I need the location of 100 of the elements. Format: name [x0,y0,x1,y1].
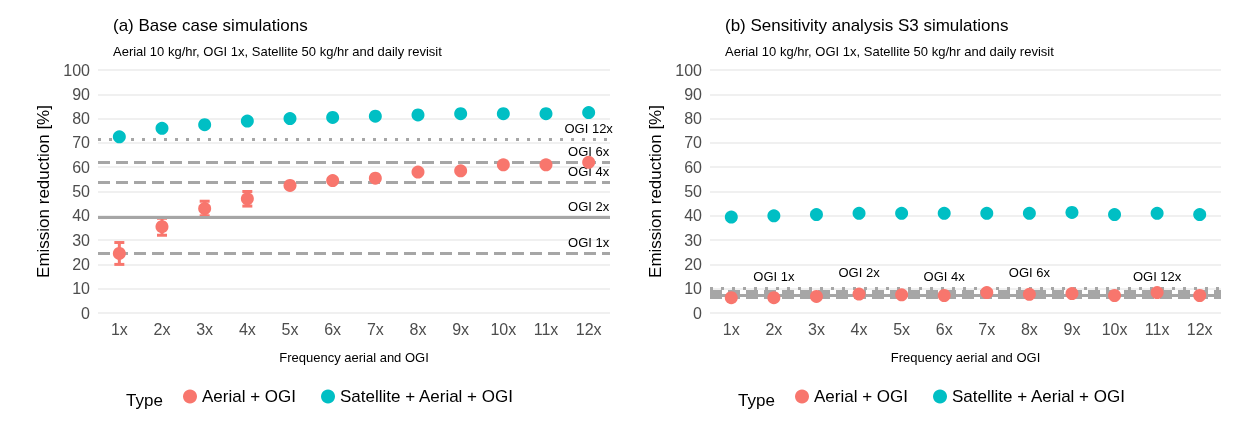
ref-line-label: OGI 4x [568,163,610,179]
y-tick-label: 90 [72,85,91,103]
legend-label: Satellite + Aerial + OGI [340,387,513,406]
x-tick-label: 2x [153,320,171,338]
y-tick-label: 0 [81,304,91,322]
point [411,165,425,179]
x-tick-label: 12x [575,320,602,338]
legend-label: Aerial + OGI [814,387,909,406]
y-tick-label: 10 [72,280,91,298]
point [895,206,909,220]
x-tick-label: 7x [978,320,996,338]
point [980,206,994,220]
y-tick-label: 50 [72,183,91,200]
point [368,109,382,123]
x-tick-label: 7x [366,320,384,338]
point [1022,206,1036,220]
point [724,291,738,305]
point [326,110,340,124]
point [1150,286,1164,300]
ref-line-label: OGI 1x [568,235,610,251]
point [1150,206,1164,220]
point [980,286,994,300]
ref-line-label: OGI 6x [1008,264,1051,280]
point [767,291,781,305]
ref-line-label: OGI 12x [564,121,614,137]
point [155,220,169,234]
x-tick-label: 4x [238,320,256,338]
y-tick-label: 10 [684,280,703,298]
x-tick-label: 11x [533,320,559,338]
legend-label: Satellite + Aerial + OGI [952,387,1125,406]
point [1065,287,1079,301]
y-tick-label: 20 [72,255,91,273]
x-tick-label: 5x [281,320,299,338]
y-tick-label: 60 [72,158,91,176]
point [411,108,425,122]
y-tick-label: 0 [693,304,703,322]
point [326,174,340,188]
x-tick-label: 6x [935,320,953,338]
chart-title: (b) Sensitivity analysis S3 simulations [725,16,1009,35]
point [496,107,510,121]
point [1108,289,1122,302]
x-tick-label: 10x [490,320,517,338]
y-tick-label: 80 [72,110,91,128]
point [454,164,468,178]
x-tick-label: 1x [110,320,128,338]
legend-label: Aerial + OGI [202,387,297,406]
chart-subtitle: Aerial 10 kg/hr, OGI 1x, Satellite 50 kg/hr and daily revisit [113,44,443,59]
y-tick-label: 20 [684,255,703,273]
point [937,289,951,302]
y-tick-label: 40 [72,207,91,225]
x-tick-label: 4x [850,320,868,338]
x-tick-label: 3x [808,320,825,338]
y-tick-label: 60 [684,158,703,176]
point [895,288,909,302]
point [852,287,866,301]
y-tick-label: 30 [684,231,703,249]
ref-line-label: OGI 6x [568,144,610,160]
y-axis-title: Emission reduction [%] [646,105,666,278]
point [496,158,510,172]
legend-title: Type [126,391,163,410]
y-tick-label: 100 [63,61,91,79]
point [539,158,553,172]
point [809,208,823,222]
x-tick-label: 5x [893,320,911,338]
point [767,209,781,223]
y-tick-label: 70 [684,134,703,152]
x-axis-title: Frequency aerial and OGI [890,350,1041,365]
ref-line-label: OGI 4x [923,268,966,284]
point [724,210,738,224]
point [809,289,823,303]
y-tick-label: 100 [675,61,703,79]
y-tick-label: 30 [72,231,91,249]
x-tick-label: 9x [1063,320,1081,338]
point [283,178,297,192]
point [1193,289,1207,302]
ref-line-label: OGI 12x [1132,268,1182,284]
x-tick-label: 10x [1101,320,1128,338]
x-tick-label: 8x [409,320,427,338]
legend-title: Type [738,391,775,410]
point [1108,208,1122,222]
chart-subtitle: Aerial 10 kg/hr, OGI 1x, Satellite 50 kg/hr and daily revisit [725,44,1055,59]
y-tick-label: 90 [684,85,703,103]
point [283,112,297,126]
y-tick-label: 50 [684,183,703,200]
x-tick-label: 3x [196,320,214,338]
x-tick-label: 2x [765,320,783,338]
point [1022,287,1036,301]
ref-line-label: OGI 1x [753,268,795,284]
x-tick-label: 8x [1020,320,1038,338]
x-axis-title: Frequency aerial and OGI [279,350,429,365]
y-axis-title: Emission reduction [%] [34,105,54,278]
point [1065,205,1079,219]
point [198,118,212,132]
point [937,206,951,220]
point [582,106,596,120]
point [112,130,126,144]
chart-title: (a) Base case simulations [113,16,308,35]
y-tick-label: 80 [684,110,703,128]
point [454,107,468,121]
point [240,114,254,128]
